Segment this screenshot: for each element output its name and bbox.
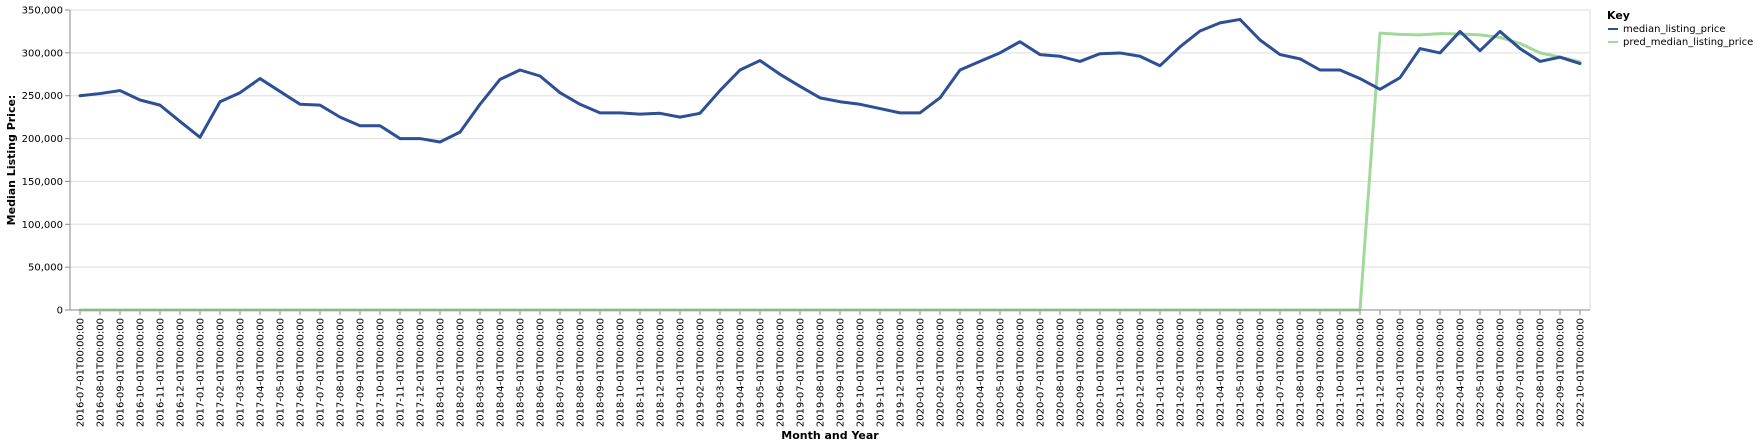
x-tick-label: 2020-05-01T00:00:00 bbox=[996, 318, 1007, 427]
series-line-pred-median-listing-price bbox=[78, 31, 1582, 312]
x-tick-label: 2018-07-01T00:00:00 bbox=[556, 318, 567, 427]
x-tick-label: 2019-03-01T00:00:00 bbox=[716, 318, 727, 427]
x-tick-label: 2018-10-01T00:00:00 bbox=[616, 318, 627, 427]
x-tick-label: 2017-07-01T00:00:00 bbox=[316, 318, 327, 427]
y-tick-label: 150,000 bbox=[22, 177, 63, 188]
y-tick-label: 200,000 bbox=[22, 134, 63, 145]
x-tick-label: 2018-08-01T00:00:00 bbox=[576, 318, 587, 427]
y-tick-label: 0 bbox=[57, 306, 63, 317]
x-tick-label: 2022-05-01T00:00:00 bbox=[1476, 318, 1487, 427]
x-axis-ticks: 2016-07-01T00:00:00 2016-08-01T00:00:00 20… bbox=[76, 310, 1587, 427]
x-tick-label: 2022-03-01T00:00:00 bbox=[1436, 318, 1447, 427]
y-tick-label: 300,000 bbox=[22, 48, 63, 59]
x-tick-label: 2017-12-01T00:00:00 bbox=[416, 318, 427, 427]
x-tick-label: 2017-03-01T00:00:00 bbox=[236, 318, 247, 427]
gridlines bbox=[70, 9, 1590, 311]
x-tick-label: 2017-02-01T00:00:00 bbox=[216, 318, 227, 427]
x-tick-label: 2019-11-01T00:00:00 bbox=[876, 318, 887, 427]
x-tick-label: 2019-01-01T00:00:00 bbox=[676, 318, 687, 427]
x-tick-label: 2017-01-01T00:00:00 bbox=[196, 318, 207, 427]
x-tick-label: 2020-03-01T00:00:00 bbox=[956, 318, 967, 427]
x-tick-label: 2020-01-01T00:00:00 bbox=[916, 318, 927, 427]
x-tick-label: 2020-10-01T00:00:00 bbox=[1096, 318, 1107, 427]
x-tick-label: 2021-06-01T00:00:00 bbox=[1256, 318, 1267, 427]
x-tick-label: 2019-07-01T00:00:00 bbox=[796, 318, 807, 427]
x-tick-label: 2019-09-01T00:00:00 bbox=[836, 318, 847, 427]
x-tick-label: 2020-12-01T00:00:00 bbox=[1136, 318, 1147, 427]
x-tick-label: 2019-08-01T00:00:00 bbox=[816, 318, 827, 427]
series-line-median-listing-price bbox=[78, 17, 1582, 144]
y-tick-label: 100,000 bbox=[22, 220, 63, 231]
x-tick-label: 2020-06-01T00:00:00 bbox=[1016, 318, 1027, 427]
x-tick-label: 2021-08-01T00:00:00 bbox=[1296, 318, 1307, 427]
x-tick-label: 2021-07-01T00:00:00 bbox=[1276, 318, 1287, 427]
x-tick-label: 2021-12-01T00:00:00 bbox=[1376, 318, 1387, 427]
y-tick-label: 350,000 bbox=[22, 6, 63, 17]
legend-label: median_listing_price bbox=[1623, 24, 1726, 35]
x-tick-label: 2017-08-01T00:00:00 bbox=[336, 318, 347, 427]
x-tick-label: 2022-06-01T00:00:00 bbox=[1496, 318, 1507, 427]
x-tick-label: 2018-03-01T00:00:00 bbox=[476, 318, 487, 427]
legend: Key median_listing_price pred_median_list… bbox=[1607, 9, 1753, 48]
x-tick-label: 2017-09-01T00:00:00 bbox=[356, 318, 367, 427]
x-tick-label: 2019-02-01T00:00:00 bbox=[696, 318, 707, 427]
x-tick-label: 2019-04-01T00:00:00 bbox=[736, 318, 747, 427]
x-tick-label: 2019-10-01T00:00:00 bbox=[856, 318, 867, 427]
x-tick-label: 2016-09-01T00:00:00 bbox=[116, 318, 127, 427]
y-tick-label: 50,000 bbox=[28, 263, 63, 274]
x-tick-label: 2017-06-01T00:00:00 bbox=[296, 318, 307, 427]
x-tick-label: 2016-12-01T00:00:00 bbox=[176, 318, 187, 427]
x-tick-label: 2018-04-01T00:00:00 bbox=[496, 318, 507, 427]
x-tick-label: 2016-11-01T00:00:00 bbox=[156, 318, 167, 427]
x-tick-label: 2020-09-01T00:00:00 bbox=[1076, 318, 1087, 427]
x-tick-label: 2017-10-01T00:00:00 bbox=[376, 318, 387, 427]
x-tick-label: 2022-04-01T00:00:00 bbox=[1456, 318, 1467, 427]
x-tick-label: 2018-09-01T00:00:00 bbox=[596, 318, 607, 427]
x-tick-label: 2020-02-01T00:00:00 bbox=[936, 318, 947, 427]
x-tick-label: 2016-10-01T00:00:00 bbox=[136, 318, 147, 427]
y-tick-label: 250,000 bbox=[22, 91, 63, 102]
x-tick-label: 2021-04-01T00:00:00 bbox=[1216, 318, 1227, 427]
x-tick-label: 2020-11-01T00:00:00 bbox=[1116, 318, 1127, 427]
x-tick-label: 2018-12-01T00:00:00 bbox=[656, 318, 667, 427]
x-tick-label: 2017-05-01T00:00:00 bbox=[276, 318, 287, 427]
x-tick-label: 2021-03-01T00:00:00 bbox=[1196, 318, 1207, 427]
x-tick-label: 2019-05-01T00:00:00 bbox=[756, 318, 767, 427]
x-tick-label: 2021-10-01T00:00:00 bbox=[1336, 318, 1347, 427]
x-tick-label: 2022-07-01T00:00:00 bbox=[1516, 318, 1527, 427]
y-axis-ticks: 0 50,000 100,000 150,000 200,000 250,000 300,0… bbox=[22, 6, 70, 317]
x-tick-label: 2019-12-01T00:00:00 bbox=[896, 318, 907, 427]
x-tick-label: 2017-04-01T00:00:00 bbox=[256, 318, 267, 427]
x-tick-label: 2022-08-01T00:00:00 bbox=[1536, 318, 1547, 427]
legend-title: Key bbox=[1607, 9, 1630, 22]
x-tick-label: 2022-01-01T00:00:00 bbox=[1396, 318, 1407, 427]
x-tick-label: 2020-04-01T00:00:00 bbox=[976, 318, 987, 427]
x-tick-label: 2018-01-01T00:00:00 bbox=[436, 318, 447, 427]
x-tick-label: 2019-06-01T00:00:00 bbox=[776, 318, 787, 427]
legend-label: pred_median_listing_price bbox=[1623, 37, 1753, 48]
x-tick-label: 2017-11-01T00:00:00 bbox=[396, 318, 407, 427]
x-tick-label: 2022-09-01T00:00:00 bbox=[1556, 318, 1567, 427]
x-tick-label: 2021-01-01T00:00:00 bbox=[1156, 318, 1167, 427]
x-tick-label: 2021-09-01T00:00:00 bbox=[1316, 318, 1327, 427]
x-tick-label: 2020-08-01T00:00:00 bbox=[1056, 318, 1067, 427]
x-tick-label: 2018-05-01T00:00:00 bbox=[516, 318, 527, 427]
x-tick-label: 2018-06-01T00:00:00 bbox=[536, 318, 547, 427]
x-tick-label: 2022-02-01T00:00:00 bbox=[1416, 318, 1427, 427]
x-tick-label: 2016-08-01T00:00:00 bbox=[96, 318, 107, 427]
x-tick-label: 2021-11-01T00:00:00 bbox=[1356, 318, 1367, 427]
y-axis-title: Median Listing Price: bbox=[5, 95, 18, 226]
x-tick-label: 2021-02-01T00:00:00 bbox=[1176, 318, 1187, 427]
x-axis-title: Month and Year bbox=[781, 429, 879, 442]
series-lines bbox=[78, 17, 1582, 312]
x-tick-label: 2022-10-01T00:00:00 bbox=[1576, 318, 1587, 427]
x-tick-label: 2016-07-01T00:00:00 bbox=[76, 318, 87, 427]
x-tick-label: 2020-07-01T00:00:00 bbox=[1036, 318, 1047, 427]
x-tick-label: 2018-02-01T00:00:00 bbox=[456, 318, 467, 427]
x-tick-label: 2018-11-01T00:00:00 bbox=[636, 318, 647, 427]
x-tick-label: 2021-05-01T00:00:00 bbox=[1236, 318, 1247, 427]
